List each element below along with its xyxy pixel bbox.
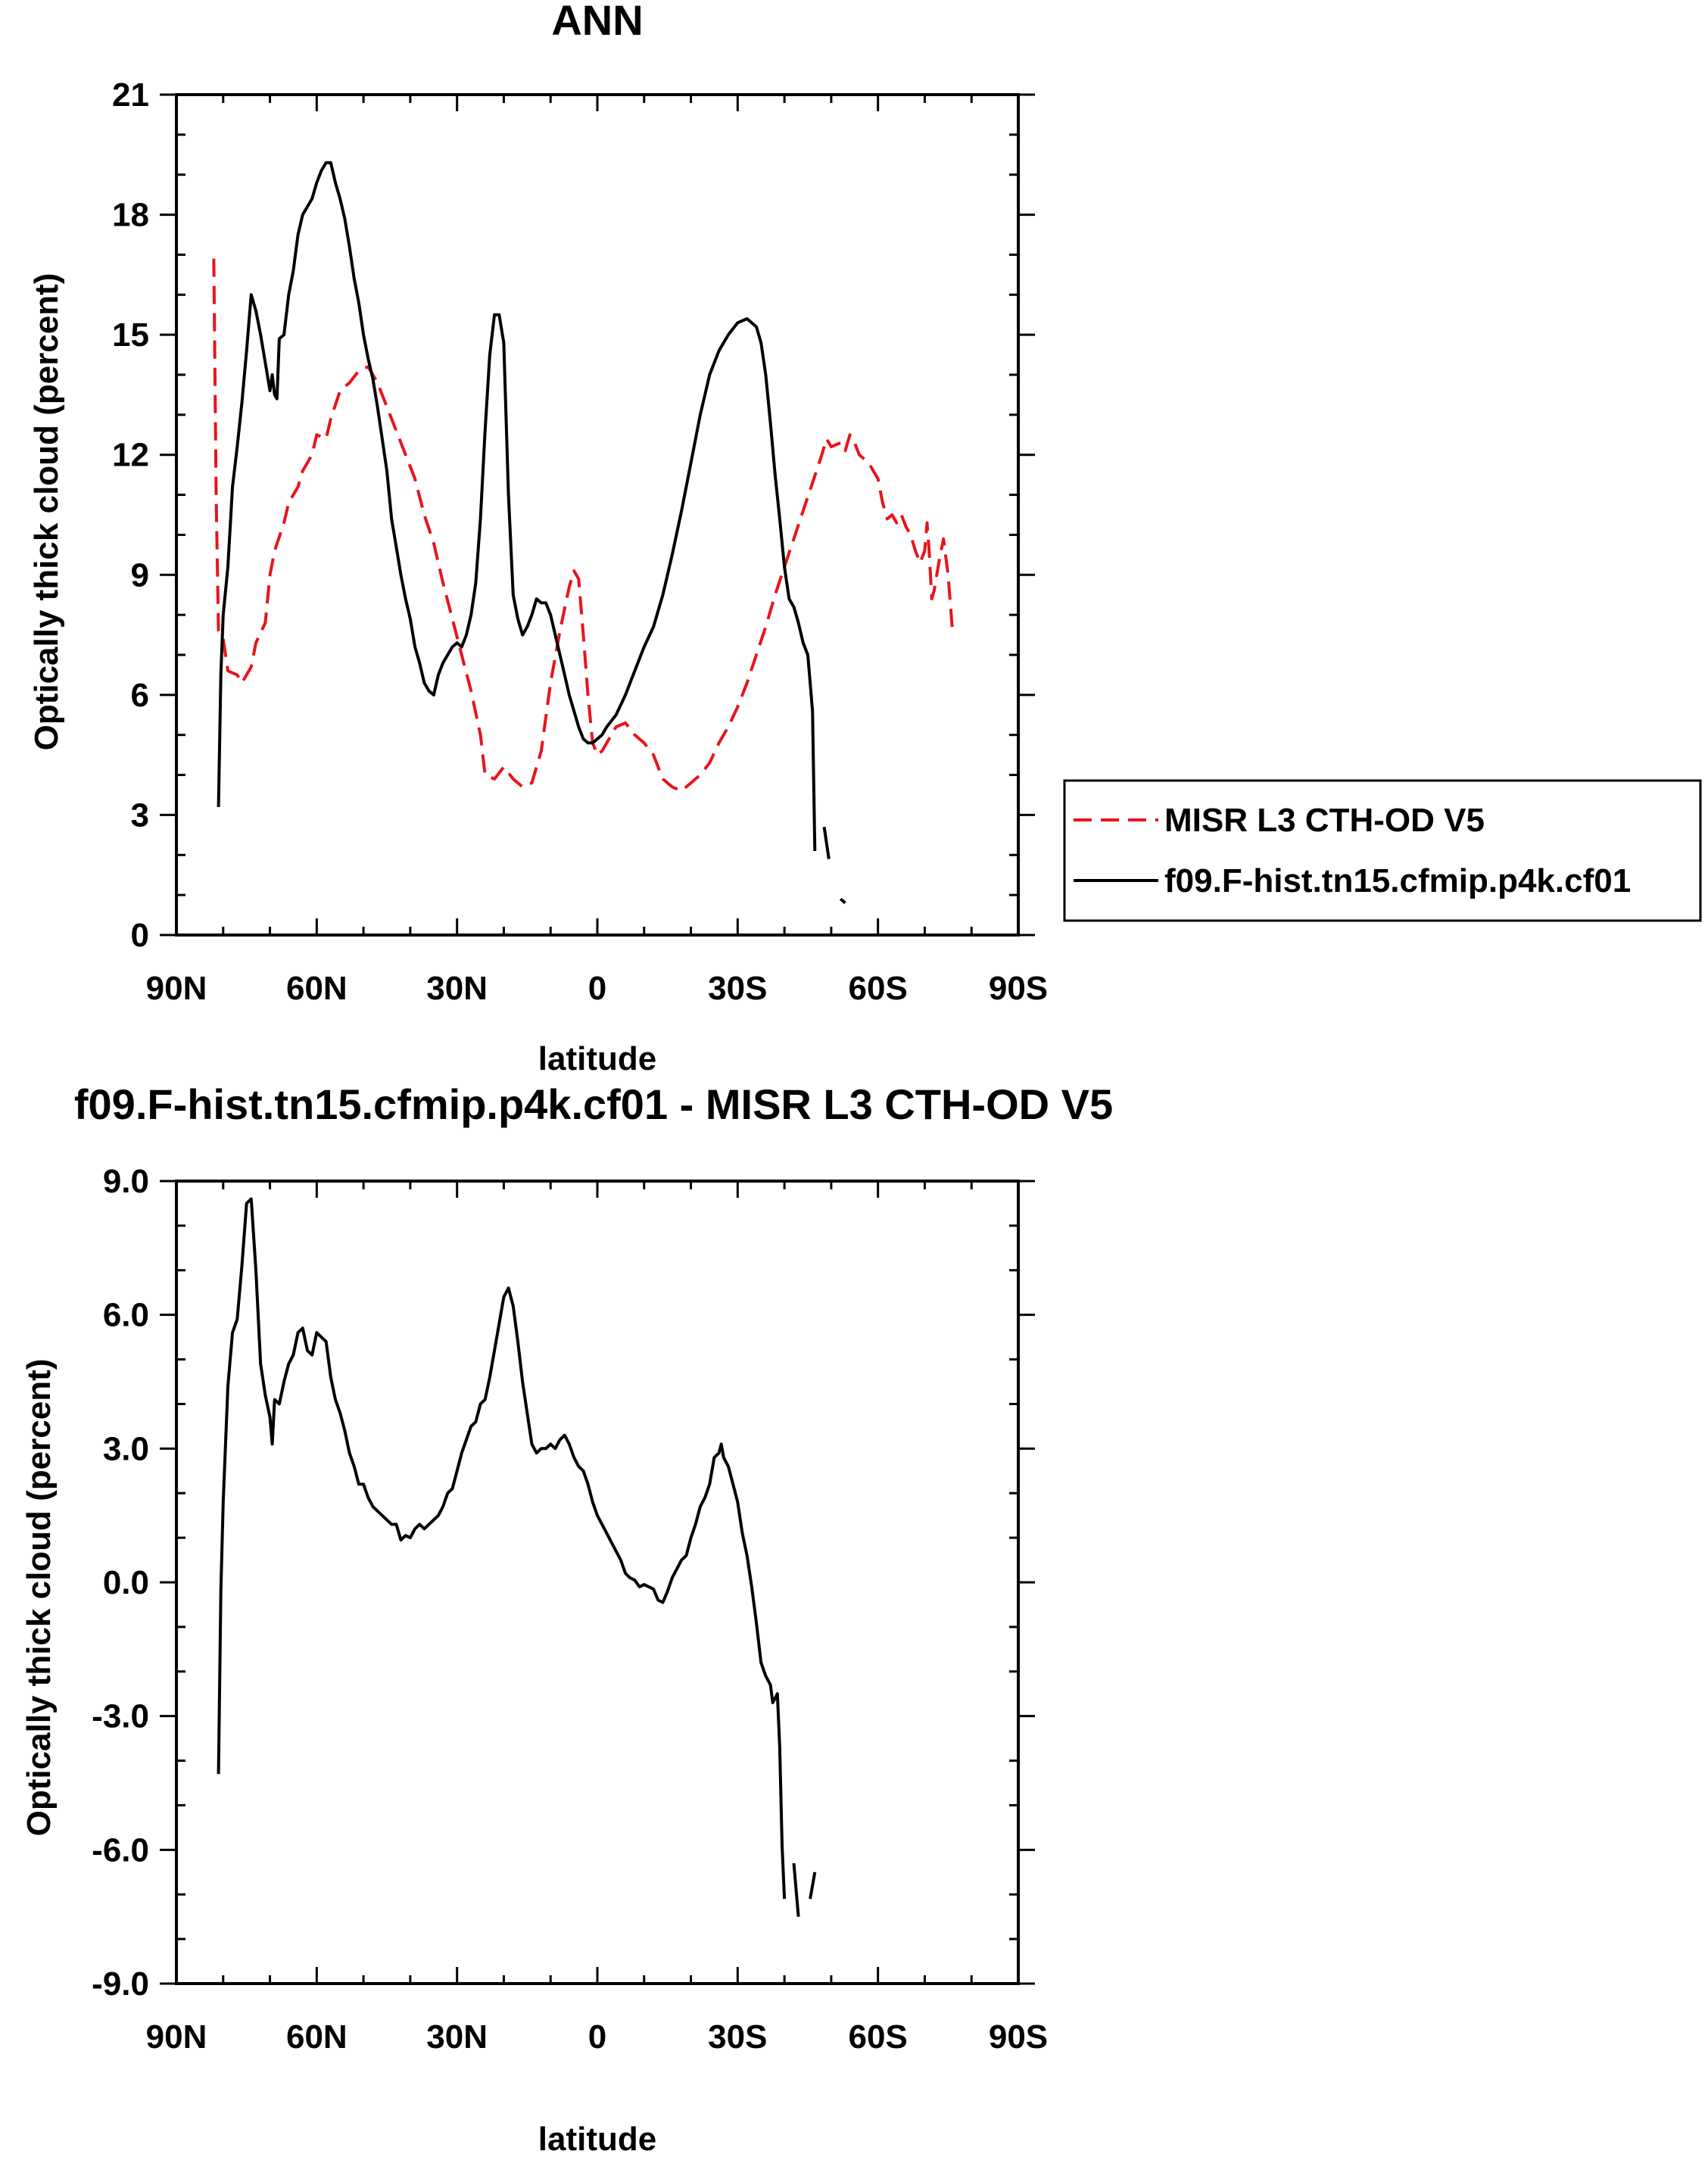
y-tick-label: 6.0: [103, 1297, 149, 1334]
x-tick-label: 90N: [146, 2018, 207, 2056]
x-tick-label: 30S: [708, 2018, 767, 2056]
x-axis-label: latitude: [538, 2121, 656, 2158]
y-tick-label: -6.0: [92, 1831, 149, 1869]
legend-label-misr: MISR L3 CTH-OD V5: [1164, 802, 1485, 839]
y-tick-label: 3: [131, 796, 149, 834]
x-tick-label: 90S: [989, 970, 1048, 1007]
y-tick-label: 18: [112, 197, 149, 234]
panel-annual: ANN 90N 60N 30N 0 30S 60S 90S 0 3 6 9 12 15 18 21 lati…: [28, 0, 1702, 1077]
legend-box: [1063, 779, 1702, 922]
plot-area: 90N 60N 30N 0 30S 60S 90S 0 3 6 9 12 15 18 21: [112, 76, 1048, 1007]
x-tick-label: 60N: [286, 970, 348, 1007]
x-tick-label: 60N: [286, 2018, 348, 2056]
y-tick-label: 12: [112, 437, 149, 474]
y-axis-label: Optically thick cloud (percent): [28, 273, 65, 751]
panel-title: ANN: [551, 0, 643, 44]
y-tick-label: 21: [112, 76, 149, 114]
y-tick-label: -3.0: [92, 1698, 149, 1735]
x-tick-label: 90S: [989, 2018, 1048, 2056]
legend: MISR L3 CTH-OD V5 f09.F-hist.tn15.cfmip.…: [1063, 779, 1702, 922]
plot-area: 90N 60N 30N 0 30S 60S 90S -9.0 -6.0 -3.0 0.0 3.0 6.0…: [92, 1163, 1048, 2056]
y-tick-label: 9: [131, 556, 149, 594]
series-line-model: [792, 1862, 800, 1917]
y-axis-label: Optically thick cloud (percent): [20, 1359, 58, 1837]
series-line-model: [822, 827, 831, 859]
y-tick-label: 9.0: [103, 1163, 149, 1200]
plot-frame: [175, 1180, 1020, 1985]
x-tick-label: 30S: [708, 970, 767, 1007]
series-line-model: [809, 1872, 817, 1900]
series-line-model: [839, 897, 846, 905]
legend-label-model: f09.F-hist.tn15.cfmip.p4k.cf01: [1164, 862, 1631, 899]
x-tick-label: 30N: [426, 970, 488, 1007]
y-tick-label: 0: [131, 917, 149, 954]
x-tick-label: 60S: [849, 970, 908, 1007]
panel-difference: f09.F-hist.tn15.cfmip.p4k.cf01 - MISR L3…: [20, 1080, 1113, 2158]
y-tick-label: 0.0: [103, 1564, 149, 1601]
series-line-model: [217, 1197, 787, 1900]
series-line-misr: [212, 258, 955, 793]
x-tick-label: 0: [588, 2018, 606, 2056]
x-tick-label: 60S: [849, 2018, 908, 2056]
y-tick-label: 3.0: [103, 1430, 149, 1467]
y-tick-label: -9.0: [92, 1965, 149, 2003]
x-tick-label: 30N: [426, 2018, 488, 2056]
x-axis-label: latitude: [538, 1040, 656, 1077]
x-tick-label: 0: [588, 970, 606, 1007]
panel-title: f09.F-hist.tn15.cfmip.p4k.cf01 - MISR L3…: [74, 1080, 1113, 1128]
y-tick-label: 6: [131, 677, 149, 714]
series-line-model: [217, 161, 817, 852]
y-tick-label: 15: [112, 316, 149, 354]
x-tick-label: 90N: [146, 970, 207, 1007]
